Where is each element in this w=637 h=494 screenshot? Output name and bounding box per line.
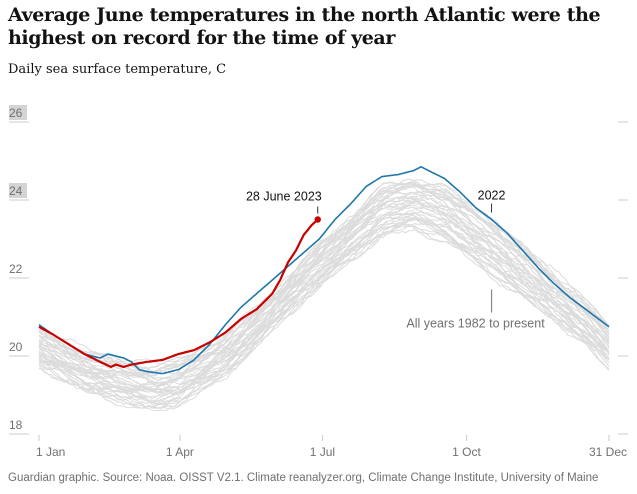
annotations: 28 June 2023 2022 All years 1982 to presen…: [246, 189, 545, 331]
y-tick-label: 26: [9, 106, 23, 120]
annotation-all-years-label: All years 1982 to present: [406, 317, 545, 331]
chart-subtitle: Daily sea surface temperature, C: [8, 62, 227, 77]
background-year-line: [38, 185, 610, 386]
source-footer: Guardian graphic. Source: Noaa. OISST V2…: [8, 472, 599, 484]
y-axis: 26 24 22 20 18: [9, 105, 628, 435]
background-year-line: [38, 179, 610, 368]
background-year-line: [38, 212, 610, 405]
annotation-2022-label: 2022: [478, 189, 506, 203]
background-year-line: [38, 185, 610, 373]
y-tick-label: 18: [9, 418, 23, 432]
y-tick-label: 24: [9, 184, 23, 198]
series-2023-endpoint-marker: [314, 216, 321, 223]
x-tick-label: 1 Oct: [452, 445, 481, 459]
y-tick-label-highlight: [9, 105, 27, 120]
background-year-line: [38, 217, 610, 410]
y-tick-label: 22: [9, 262, 23, 276]
background-years-lines: [38, 178, 610, 412]
background-year-line: [38, 181, 610, 370]
highlight-lines: [38, 166, 610, 375]
x-tick-label: 31 Dec: [589, 445, 627, 459]
chart-title: Average June temperatures in the north A…: [8, 4, 601, 49]
background-year-line: [38, 197, 610, 377]
background-year-line: [38, 225, 610, 412]
x-tick-label: 1 Apr: [166, 445, 194, 459]
y-tick-label-highlight: [9, 183, 27, 198]
annotation-2023-label: 28 June 2023: [246, 190, 322, 204]
x-tick-label: 1 Jan: [36, 445, 65, 459]
background-year-line: [38, 199, 610, 393]
background-year-line: [38, 207, 610, 391]
background-year-line: [38, 218, 610, 406]
x-axis: 1 Jan 1 Apr 1 Jul 1 Oct 31 Dec: [36, 435, 627, 459]
background-year-line: [38, 184, 610, 384]
series-2023-line: [38, 218, 319, 368]
y-tick-label: 20: [9, 340, 23, 354]
background-year-line: [38, 199, 610, 390]
background-year-line: [38, 195, 610, 379]
x-tick-label: 1 Jul: [310, 445, 335, 459]
background-year-line: [38, 190, 610, 388]
